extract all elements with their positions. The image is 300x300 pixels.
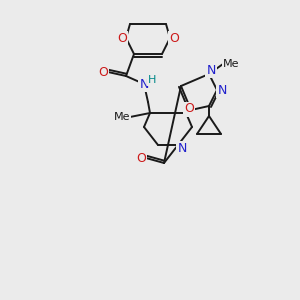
Text: Me: Me [223,59,239,69]
Text: N: N [139,77,149,91]
Text: H: H [148,75,156,85]
Text: O: O [169,32,179,44]
Text: O: O [136,152,146,164]
Text: Me: Me [114,112,130,122]
Text: N: N [217,83,227,97]
Text: O: O [98,65,108,79]
Text: O: O [184,103,194,116]
Text: O: O [117,32,127,44]
Text: N: N [177,142,187,154]
Text: N: N [206,64,216,76]
